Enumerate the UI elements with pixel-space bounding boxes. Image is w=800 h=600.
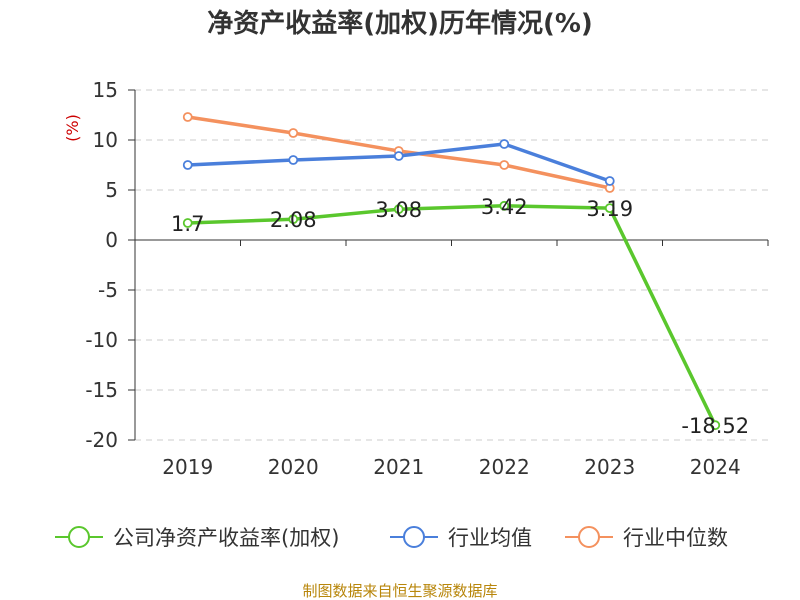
series-line xyxy=(187,204,717,426)
x-tick-label: 2020 xyxy=(268,455,319,479)
data-point xyxy=(604,176,615,186)
legend-item-1: 行业均值 xyxy=(390,526,532,550)
data-point xyxy=(182,112,193,122)
data-label: 2.08 xyxy=(270,208,317,232)
data-label: 3.19 xyxy=(586,197,633,221)
legend-label: 行业中位数 xyxy=(623,526,728,550)
legend-marker xyxy=(68,526,90,548)
grid-lines xyxy=(135,89,768,441)
y-tick-label: -15 xyxy=(85,378,118,402)
y-tick-label: -5 xyxy=(98,278,118,302)
legend-marker xyxy=(578,526,600,548)
data-point xyxy=(288,214,299,225)
data-point xyxy=(288,128,299,138)
source-note: 制图数据来自恒生聚源数据库 xyxy=(302,582,497,600)
legend-label: 公司净资产收益率(加权) xyxy=(113,526,339,550)
data-label: -18.52 xyxy=(681,414,749,438)
y-axis-label: (%) xyxy=(63,114,82,142)
legend-marker xyxy=(403,526,425,548)
data-point xyxy=(393,151,404,161)
y-tick-label: 15 xyxy=(93,78,118,102)
chart-title: 净资产收益率(加权)历年情况(%) xyxy=(207,8,593,39)
data-point xyxy=(710,420,721,431)
x-tick-label: 2022 xyxy=(479,455,530,479)
data-label: 3.42 xyxy=(481,195,528,219)
data-point xyxy=(604,203,615,214)
series-2 xyxy=(182,112,615,193)
legend-item-2: 行业中位数 xyxy=(565,526,728,550)
y-tick-label: -10 xyxy=(85,328,118,352)
x-tick-label: 2024 xyxy=(690,455,741,479)
series-0: 1.7 2.08 3.08 3.42 3.19 -18.52 xyxy=(171,195,749,438)
series-1 xyxy=(182,139,615,186)
data-point xyxy=(182,160,193,170)
y-tick-label: 10 xyxy=(93,128,118,152)
data-label: 3.08 xyxy=(375,198,422,222)
x-tick-label: 2019 xyxy=(162,455,213,479)
legend-item-0: 公司净资产收益率(加权) xyxy=(55,526,339,550)
series-layer: 1.7 2.08 3.08 3.42 3.19 -18.52 xyxy=(171,112,749,438)
y-tick-label: 5 xyxy=(105,178,118,202)
data-point xyxy=(393,204,404,215)
data-point xyxy=(499,200,510,211)
legend: 公司净资产收益率(加权) 行业均值 行业中位数 xyxy=(55,526,728,550)
axes: 15 10 5 0 -5 -10 -15 -20 2019 2020 2021 2022 2023 202… xyxy=(85,78,769,479)
x-tick-label: 2021 xyxy=(373,455,424,479)
y-tick-label: 0 xyxy=(105,228,118,252)
data-point xyxy=(182,218,193,228)
data-label: 1.7 xyxy=(171,212,204,236)
data-point xyxy=(288,155,299,165)
data-point xyxy=(499,160,510,170)
x-tick-label: 2023 xyxy=(584,455,635,479)
legend-label: 行业均值 xyxy=(448,526,532,550)
data-point xyxy=(499,139,510,149)
y-tick-label: -20 xyxy=(85,428,118,452)
